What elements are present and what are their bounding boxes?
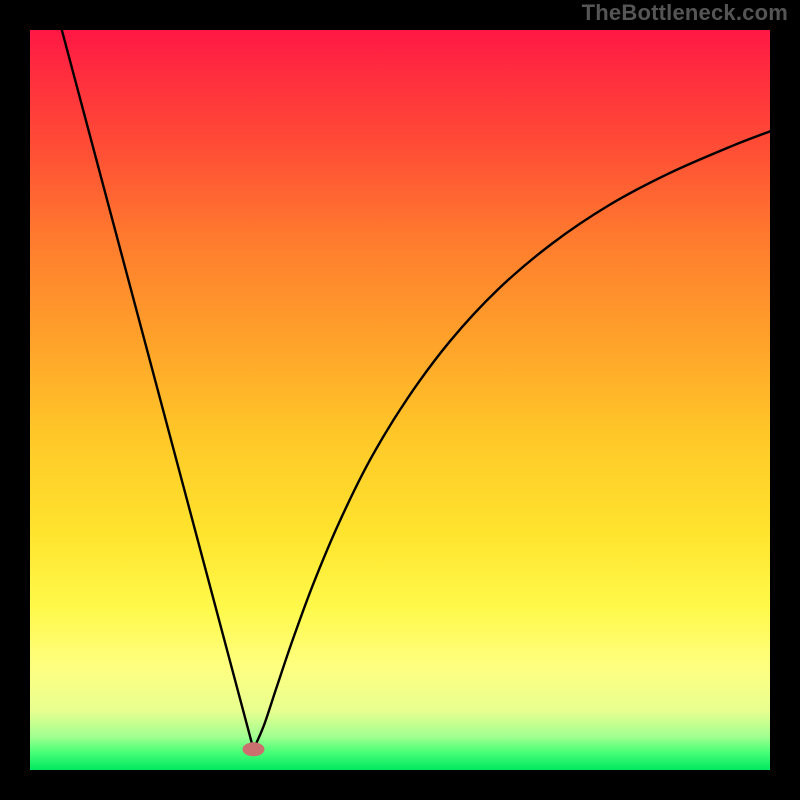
optimal-point-marker	[242, 742, 264, 756]
watermark-text: TheBottleneck.com	[582, 0, 788, 26]
bottleneck-chart	[0, 0, 800, 800]
chart-background	[30, 30, 770, 770]
